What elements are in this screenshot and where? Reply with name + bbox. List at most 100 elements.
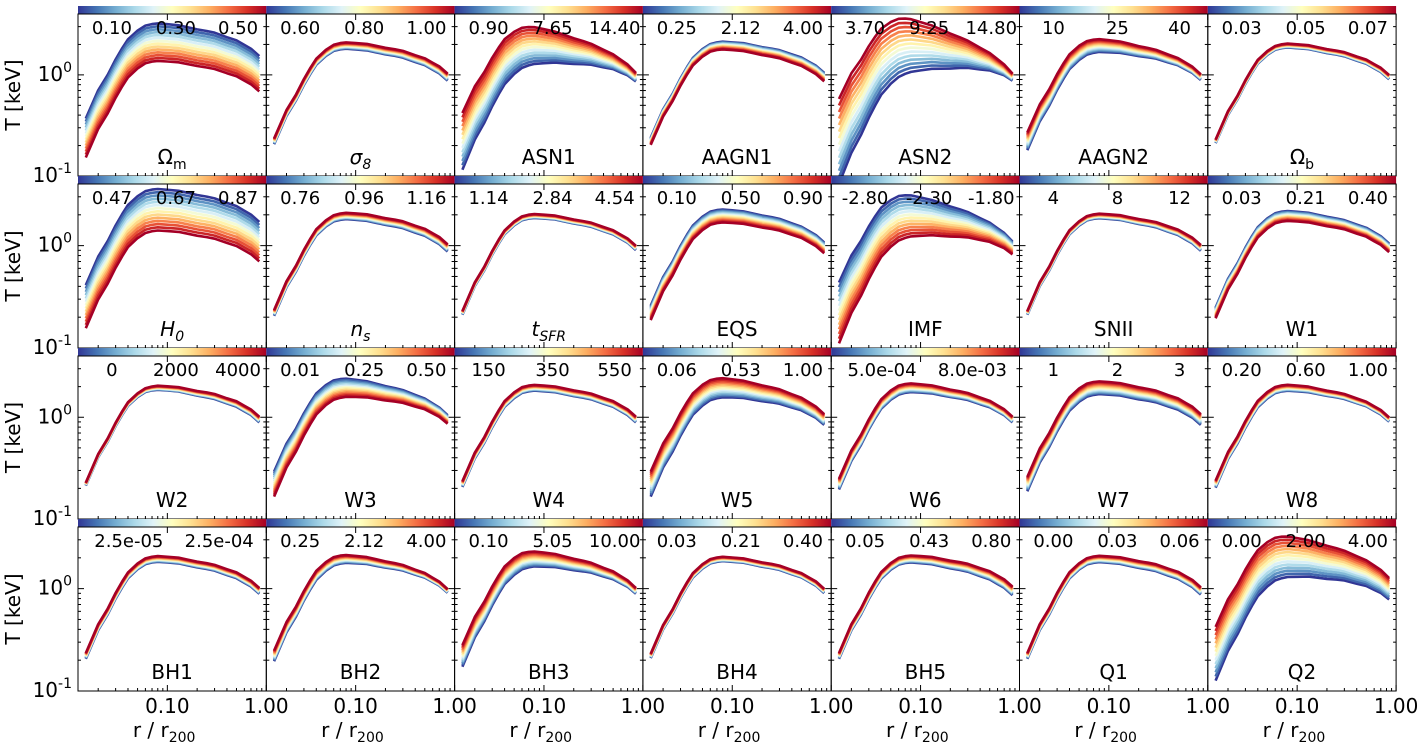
x-axis-label: r / r200 (133, 718, 196, 743)
panel-19: 5.0e-04 8.0e-03 W6 (830, 348, 1021, 520)
x-tick-label: 1.00 (432, 694, 477, 718)
colorbar-tick-label: 0.87 (218, 188, 258, 209)
colorbar-tick-label: 0.03 (1222, 18, 1262, 39)
panel-title: H0 (160, 317, 184, 345)
profile-line (837, 222, 1014, 326)
panel-2: 0.60 0.80 1.00 σ8 (265, 6, 456, 177)
profile-line (1214, 553, 1390, 653)
colorbar-tick-label: 350 (535, 360, 569, 381)
colorbar-tick-label: 0.10 (92, 18, 132, 39)
profile-line (84, 33, 261, 132)
colorbar (266, 348, 455, 356)
colorbar-tick-label: 0.06 (657, 360, 697, 381)
colorbar-tick-label: 25 (1106, 18, 1129, 39)
x-tick-label: 0.10 (710, 694, 755, 718)
profile-line (272, 41, 449, 140)
y-tick-label: 10-1 (33, 333, 72, 359)
colorbar-tick-label: 2.84 (532, 188, 572, 209)
colorbar-tick-label: 10 (1042, 18, 1065, 39)
profile-line (1026, 50, 1202, 151)
colorbar-tick-label: 4.54 (595, 188, 635, 209)
colorbar (831, 348, 1020, 356)
y-tick-label: 10-1 (33, 161, 72, 187)
colorbar (642, 519, 832, 527)
profile-line (84, 194, 261, 293)
profile-line (649, 396, 826, 498)
colorbar-tick-label: 14.40 (589, 18, 641, 39)
x-tick-label: 0.10 (145, 694, 190, 718)
profile-line (837, 50, 1014, 152)
panel-9: 0.76 0.96 1.16 ns (265, 176, 456, 349)
panel-title: W2 (156, 488, 189, 512)
profile-line (84, 51, 261, 150)
colorbar-tick-label: 0.05 (845, 531, 885, 552)
panel-3: 0.90 7.65 14.40 ASN1 (454, 6, 644, 177)
colorbar-tick-label: 3.70 (845, 18, 885, 39)
colorbar (642, 176, 832, 184)
profile-line (84, 56, 261, 156)
profile-line (1214, 569, 1390, 673)
panel-title: ASN1 (522, 145, 576, 169)
colorbar-tick-label: 5.05 (532, 531, 572, 552)
profile-line (272, 553, 449, 652)
panel-7: 0.03 0.05 0.07 Ωb (1207, 6, 1397, 177)
profile-line (837, 219, 1014, 321)
profile-line (1026, 554, 1202, 654)
colorbar-tick-label: 2.5e-05 (94, 531, 163, 552)
colorbar-tick-label: 0.60 (1286, 360, 1326, 381)
panel-title: Q2 (1288, 660, 1316, 684)
profile-line (84, 36, 261, 135)
profile-line (837, 54, 1014, 159)
panel-title: SNII (1094, 317, 1133, 341)
profile-line (84, 59, 261, 159)
profile-line (84, 200, 261, 300)
panel-16: 0.01 0.25 0.50 W3 (265, 348, 456, 520)
panel-title: AAGN2 (1078, 145, 1149, 169)
profile-line (1026, 212, 1202, 312)
y-tick-label: 100 (38, 231, 72, 257)
panel-14: 0.03 0.21 0.40 W1 (1207, 176, 1397, 349)
colorbar-tick-label: 1.00 (406, 18, 446, 39)
panel-title: σ8 (350, 145, 372, 173)
profile-line (837, 194, 1014, 284)
profile-line (272, 561, 449, 662)
y-axis-label: T [keV] (1, 59, 25, 131)
panel-title: W8 (1286, 488, 1319, 512)
colorbar-tick-label: 0.03 (1097, 531, 1137, 552)
colorbar-tick-label: 2000 (153, 360, 199, 381)
panel-title: W3 (344, 488, 377, 512)
profile-line (84, 42, 261, 141)
colorbar-tick-label: 0.30 (156, 18, 196, 39)
colorbar-tick-label: 2.12 (344, 531, 384, 552)
panel-6: 10 25 40 AAGN2 (1019, 6, 1209, 177)
colorbar-tick-label: 0.01 (280, 360, 320, 381)
profile-line (837, 203, 1014, 298)
panel-28: 0.00 2.00 4.00 Q2 0.10 1.00 r / r200 (1207, 519, 1418, 743)
profile-line (84, 190, 261, 290)
panel-title: ns (350, 317, 370, 345)
colorbar (1019, 348, 1208, 356)
profile-line (1214, 550, 1390, 649)
colorbar-tick-label: 9.25 (909, 18, 949, 39)
profile-line (84, 226, 261, 326)
colorbar (454, 176, 643, 184)
y-tick-label: 10-1 (33, 504, 72, 530)
profile-line (1214, 219, 1390, 319)
colorbar-tick-label: 0.40 (1348, 188, 1388, 209)
x-axis-label: r / r200 (1074, 718, 1137, 743)
profile-line (84, 206, 261, 306)
profile-line (461, 565, 637, 668)
panel-25: 0.03 0.21 0.40 BH4 0.10 1.00 r / r200 (642, 519, 853, 743)
colorbar (454, 6, 643, 14)
colorbar-tick-label: 0.53 (721, 360, 761, 381)
profile-line (461, 25, 637, 114)
colorbar (1207, 176, 1397, 184)
colorbar-tick-label: 1.00 (1348, 360, 1388, 381)
panel-26: 0.05 0.43 0.80 BH5 0.10 1.00 r / r200 (830, 519, 1042, 743)
colorbar-tick-label: 0.05 (1286, 18, 1326, 39)
colorbar-tick-label: 4.00 (406, 531, 446, 552)
colorbar-tick-label: 40 (1168, 18, 1191, 39)
colorbar-tick-label: 0.25 (657, 18, 697, 39)
profile-line (461, 550, 637, 646)
